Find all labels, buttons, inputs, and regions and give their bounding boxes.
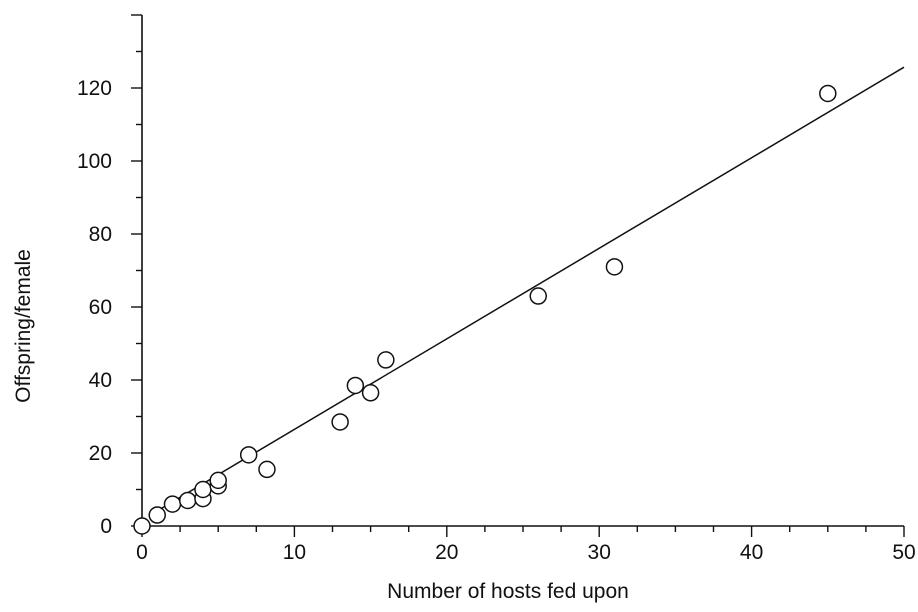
data-point bbox=[163, 495, 182, 513]
data-point bbox=[194, 480, 212, 499]
data-point bbox=[605, 258, 624, 276]
x-axis-label: Number of hosts fed upon bbox=[387, 580, 629, 603]
y-axis-ticks: 0 20 40 60 80 100 120 bbox=[77, 14, 142, 538]
y-tick-label: 120 bbox=[77, 77, 112, 100]
data-point bbox=[258, 460, 276, 479]
x-tick-label: 10 bbox=[283, 541, 306, 564]
x-tick-label: 30 bbox=[588, 541, 611, 564]
x-axis-ticks: 0 10 20 30 40 50 bbox=[136, 526, 916, 564]
y-tick-label: 100 bbox=[77, 150, 112, 173]
y-tick-label: 60 bbox=[89, 296, 112, 319]
x-tick-label: 0 bbox=[136, 541, 148, 564]
y-tick-label: 80 bbox=[89, 223, 112, 246]
x-tick-label: 40 bbox=[740, 541, 763, 564]
y-tick-label: 40 bbox=[89, 369, 112, 392]
y-axis-label: Offspring/female bbox=[12, 249, 35, 403]
data-point bbox=[361, 384, 380, 402]
data-point bbox=[209, 471, 227, 490]
y-tick-label: 0 bbox=[100, 515, 112, 538]
data-point bbox=[377, 351, 395, 369]
data-point bbox=[178, 491, 197, 510]
data-point bbox=[133, 517, 151, 535]
x-tick-label: 20 bbox=[435, 541, 458, 564]
plot-frame bbox=[141, 15, 904, 527]
data-point bbox=[148, 506, 166, 524]
data-points bbox=[133, 84, 837, 535]
data-point bbox=[331, 413, 349, 431]
data-point bbox=[819, 84, 837, 103]
x-tick-label: 50 bbox=[892, 541, 915, 564]
regression-line bbox=[149, 66, 905, 517]
regression-line-group bbox=[149, 66, 905, 517]
data-point bbox=[529, 287, 547, 305]
data-point bbox=[346, 376, 365, 395]
data-point bbox=[239, 446, 258, 464]
y-tick-label: 20 bbox=[89, 442, 112, 465]
